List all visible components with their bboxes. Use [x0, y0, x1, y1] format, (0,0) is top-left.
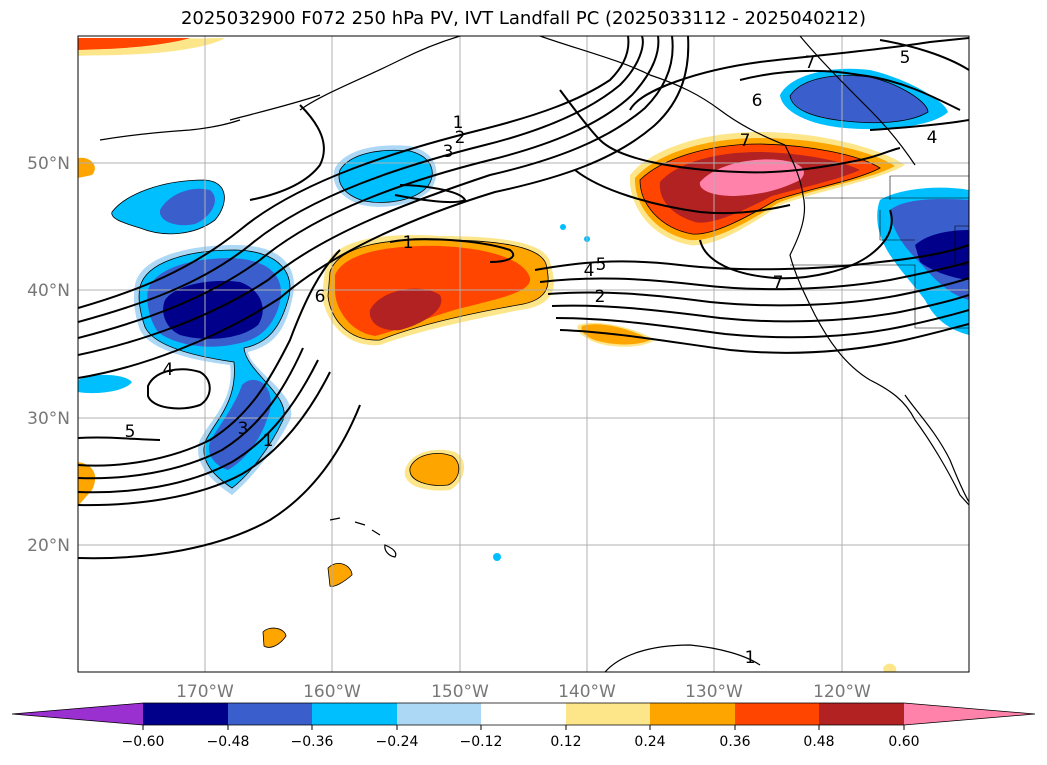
pv-contour-labels: 1 2 3 1 4 5 2 6 7 7 6 7 5 4 4 5 3 1 1 — [125, 48, 938, 668]
map-panel: 1 2 3 1 4 5 2 6 7 7 6 7 5 4 4 5 3 1 1 — [78, 36, 969, 672]
colorbar-tick-label: −0.60 — [122, 734, 165, 750]
colorbar-tick-label: −0.36 — [291, 734, 334, 750]
contour-label: 4 — [927, 128, 938, 148]
colorbar-segment — [143, 703, 228, 725]
contour-label: 7 — [740, 131, 751, 151]
contour-label: 7 — [773, 273, 784, 293]
colorbar-segment — [566, 703, 650, 725]
contour-label: 6 — [752, 91, 763, 111]
map-frame — [77, 35, 970, 673]
lon-label: 170°W — [176, 682, 234, 702]
colorbar-tick-label: 0.12 — [550, 734, 581, 750]
lon-label: 140°W — [558, 682, 616, 702]
lat-label: 40°N — [27, 281, 70, 301]
map-title: 2025032900 F072 250 hPa PV, IVT Landfall… — [180, 8, 867, 29]
contour-label: 1 — [403, 233, 414, 253]
colorbar-segment — [312, 703, 397, 725]
contour-label: 6 — [315, 287, 326, 307]
contour-label: 3 — [238, 419, 249, 439]
colorbar-segment — [735, 703, 819, 725]
gridlines — [78, 36, 969, 672]
contour-label: 2 — [595, 287, 606, 307]
contour-label: 5 — [596, 255, 607, 275]
colorbar-tick-label: 0.36 — [719, 734, 750, 750]
pv-contours — [78, 36, 969, 560]
colorbar-tick-label: −0.48 — [207, 734, 250, 750]
contour-label: 1 — [453, 113, 464, 133]
lat-label: 20°N — [27, 536, 70, 556]
lon-label: 130°W — [685, 682, 743, 702]
lat-label: 30°N — [27, 409, 70, 429]
colorbar-segment — [228, 703, 312, 725]
contour-label: 4 — [163, 360, 174, 380]
contour-label: 5 — [125, 422, 136, 442]
lon-label: 120°W — [813, 682, 871, 702]
lat-label: 50°N — [27, 154, 70, 174]
contour-label: 5 — [900, 48, 911, 68]
lon-label: 160°W — [303, 682, 361, 702]
colorbar-segment — [819, 703, 904, 725]
colorbar-extend-max — [904, 703, 1035, 725]
colorbar-segment — [650, 703, 735, 725]
colorbar-tick-label: 0.60 — [888, 734, 919, 750]
colorbar-segment — [397, 703, 481, 725]
colorbar-extend-min — [12, 703, 143, 725]
contour-label: 4 — [584, 261, 595, 281]
lon-label: 150°W — [431, 682, 489, 702]
contour-label: 1 — [263, 431, 274, 451]
contour-label: 3 — [443, 142, 454, 162]
colorbar-tick-label: −0.12 — [460, 734, 503, 750]
contour-label: 1 — [745, 648, 756, 668]
colorbar-segment — [481, 703, 566, 725]
colorbar-tick-label: 0.48 — [803, 734, 834, 750]
colorbar: −0.60 −0.48 −0.36 −0.24 −0.12 0.12 0.24 … — [11, 702, 1036, 750]
colorbar-tick-label: 0.24 — [634, 734, 665, 750]
contour-label: 2 — [455, 128, 466, 148]
colorbar-tick-label: −0.24 — [376, 734, 419, 750]
contour-label: 7 — [805, 53, 816, 73]
anomaly-outlines — [111, 75, 929, 648]
